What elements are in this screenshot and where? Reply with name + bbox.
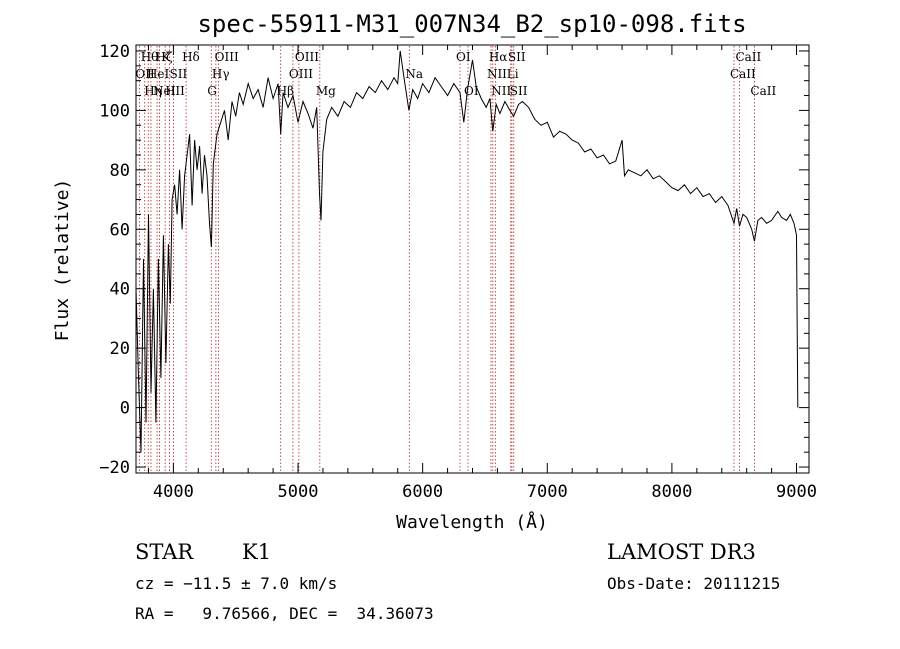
survey-name: LAMOST DR3 bbox=[607, 540, 756, 564]
observation-date: Obs-Date: 20111215 bbox=[607, 574, 781, 593]
spectral-line-label: OIII bbox=[215, 50, 239, 64]
x-tick-label: 4000 bbox=[153, 482, 194, 502]
spectral-line-label: CaII bbox=[750, 84, 776, 98]
spectral-line-label: Hη bbox=[144, 84, 162, 98]
spectral-line-label: G bbox=[207, 84, 217, 98]
spectral-line-label: NII bbox=[487, 67, 507, 81]
spectral-line-label: Hζ bbox=[156, 50, 173, 64]
y-tick-label: −20 bbox=[99, 458, 130, 478]
spectral-line-markers bbox=[138, 46, 755, 472]
y-tick-label: 120 bbox=[99, 42, 130, 62]
spectral-line-label: Li bbox=[507, 67, 519, 81]
y-axis-ticks: −20 0 20 40 60 80 100 120 bbox=[99, 42, 809, 478]
spectral-line-label: CaII bbox=[730, 67, 756, 81]
object-subclass: K1 bbox=[242, 540, 272, 564]
spectral-line-label: Hγ bbox=[212, 67, 230, 81]
y-tick-label: 100 bbox=[99, 101, 130, 121]
x-tick-label: 5000 bbox=[278, 482, 319, 502]
y-axis-label: Flux (relative) bbox=[52, 179, 73, 342]
x-axis-ticks: 4000 5000 6000 7000 8000 9000 bbox=[147, 45, 817, 502]
redshift-cz: cz = −11.5 ± 7.0 km/s bbox=[135, 574, 338, 593]
flux-series-line bbox=[135, 50, 799, 453]
spectral-line-label: K bbox=[161, 50, 171, 64]
spectral-line-label: SII bbox=[170, 67, 188, 81]
spectral-line-label: OI bbox=[456, 50, 471, 64]
x-tick-label: 6000 bbox=[402, 482, 443, 502]
spectral-line-label: Hβ bbox=[277, 84, 294, 98]
spectral-line-label: Na bbox=[405, 67, 423, 81]
chart-title: spec-55911-M31_007N34_B2_sp10-098.fits bbox=[197, 10, 746, 38]
x-tick-label: 7000 bbox=[527, 482, 568, 502]
coordinates: RA = 9.76566, DEC = 34.36073 bbox=[135, 604, 434, 623]
y-tick-label: 20 bbox=[110, 339, 130, 359]
spectral-line-label: SII bbox=[510, 84, 528, 98]
spectral-line-label: CaII bbox=[735, 50, 761, 64]
spectral-line-label: Hθ bbox=[141, 50, 159, 64]
spectral-line-label: OIII bbox=[289, 67, 313, 81]
spectral-line-label: H bbox=[165, 84, 175, 98]
y-tick-label: 40 bbox=[110, 280, 130, 300]
spectral-line-label: Hα bbox=[489, 50, 508, 64]
spectral-line-label: OII bbox=[135, 67, 155, 81]
x-axis-label: Wavelength (Å) bbox=[396, 511, 548, 533]
x-tick-label: 9000 bbox=[776, 482, 817, 502]
object-class: STAR bbox=[135, 540, 194, 564]
y-tick-label: 60 bbox=[110, 220, 130, 240]
y-tick-label: 80 bbox=[110, 161, 130, 181]
spectral-line-label: OIII bbox=[295, 50, 319, 64]
spectral-line-label: SII bbox=[508, 50, 526, 64]
spectral-line-label: Mg bbox=[316, 84, 336, 98]
x-tick-label: 8000 bbox=[651, 482, 692, 502]
spectral-line-labels: OII Hθ Hη HeI NeIII HζK H SII Hδ G Hγ OIII Hβ OIII OII… bbox=[135, 50, 776, 98]
spectral-line-label: NeIII bbox=[153, 84, 185, 98]
y-tick-label: 0 bbox=[120, 399, 130, 419]
spectral-line-label: Hδ bbox=[182, 50, 200, 64]
spectral-line-label: NII bbox=[491, 84, 511, 98]
spectral-line-label: HeI bbox=[147, 67, 170, 81]
